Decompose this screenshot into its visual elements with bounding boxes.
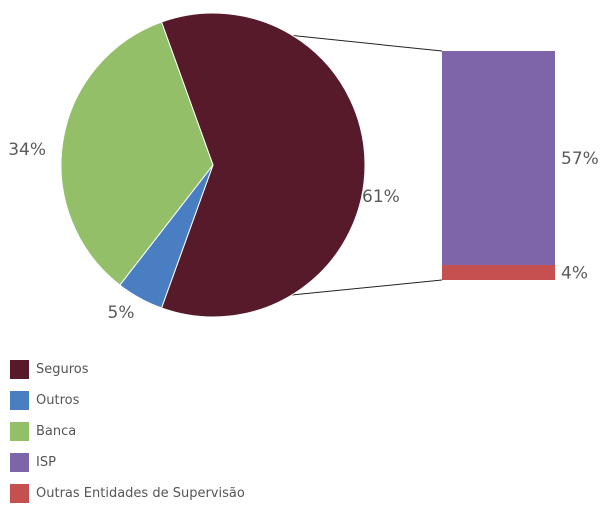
- legend-swatch: [10, 484, 29, 503]
- bar-segment-isp: [442, 51, 555, 265]
- pie-label-banca: 34%: [8, 140, 46, 160]
- legend-item-outras-entidades-de-supervisao: Outras Entidades de Supervisão: [10, 478, 245, 509]
- legend-label: Banca: [36, 424, 77, 439]
- bar-segment-outras-entidades-de-supervisao: [442, 264, 555, 280]
- pie-label-outros: 5%: [108, 303, 135, 323]
- legend-label: Seguros: [36, 362, 89, 377]
- legend-label: Outros: [36, 393, 80, 408]
- legend-item-outros: Outros: [10, 385, 245, 416]
- bar-label-outras-entidades-de-supervisao: 4%: [561, 263, 588, 283]
- legend: Seguros Outros Banca ISP Outras Entidades de…: [10, 354, 245, 509]
- pie-slice-banca: [60, 21, 214, 286]
- legend-label: Outras Entidades de Supervisão: [36, 486, 245, 501]
- stacked-bar: [442, 51, 555, 280]
- pie-slice-seguros: [160, 12, 366, 318]
- legend-item-banca: Banca: [10, 416, 245, 447]
- legend-swatch: [10, 391, 29, 410]
- data-labels: 61% 5% 34% 57% 4%: [8, 140, 599, 323]
- pie: [60, 12, 366, 318]
- legend-item-seguros: Seguros: [10, 354, 245, 385]
- legend-swatch: [10, 422, 29, 441]
- bar-of-pie-chart: 61% 5% 34% 57% 4%: [8, 12, 599, 323]
- pie-label-seguros: 61%: [362, 187, 400, 207]
- bar-label-isp: 57%: [561, 149, 599, 169]
- legend-swatch: [10, 453, 29, 472]
- legend-swatch: [10, 360, 29, 379]
- legend-label: ISP: [36, 455, 56, 470]
- legend-item-isp: ISP: [10, 447, 245, 478]
